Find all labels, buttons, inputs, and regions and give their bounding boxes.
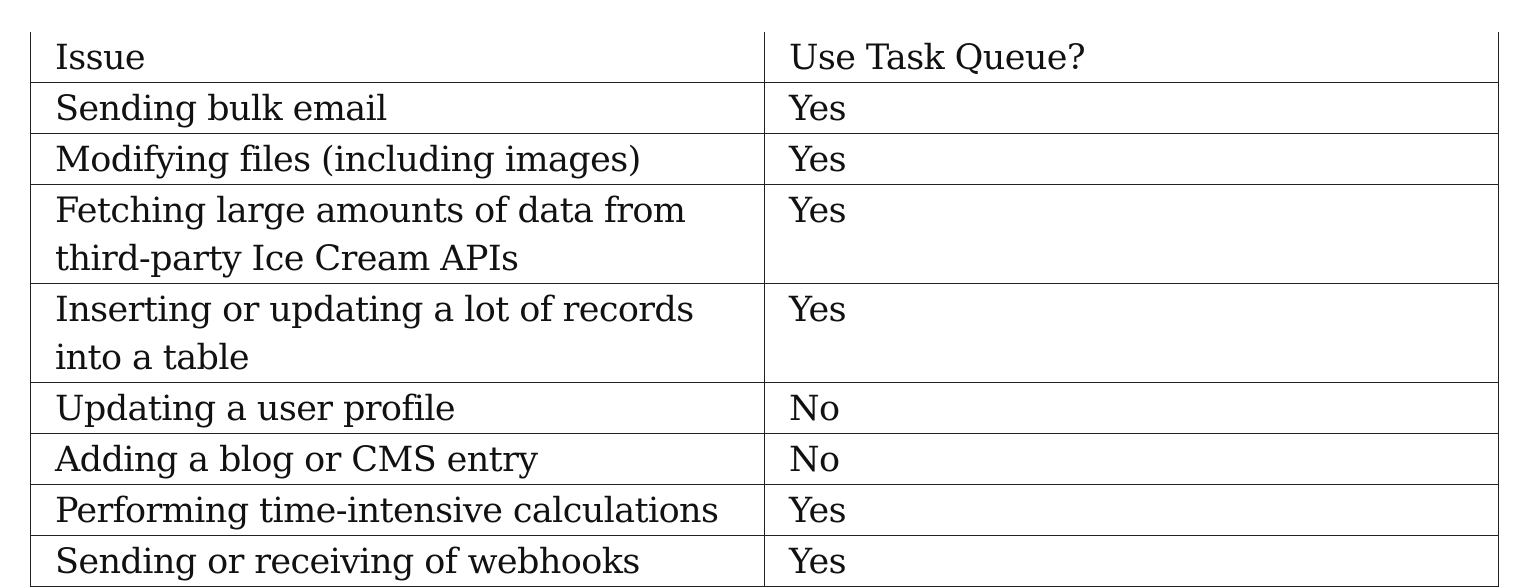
column-header-issue: Issue <box>30 32 765 83</box>
use-task-queue-cell: No <box>764 382 1499 434</box>
table-row: Sending or receiving of webhooks Yes <box>30 535 1499 587</box>
use-task-queue-cell: Yes <box>764 484 1499 536</box>
column-header-use-task-queue: Use Task Queue? <box>764 32 1499 83</box>
use-task-queue-cell: No <box>764 433 1499 485</box>
issue-cell: Inserting or updating a lot of records i… <box>30 283 765 383</box>
issue-cell: Performing time-intensive calculations <box>30 484 765 536</box>
table-row: Inserting or updating a lot of records i… <box>30 283 1499 383</box>
use-task-queue-cell: Yes <box>764 133 1499 185</box>
use-task-queue-cell: Yes <box>764 184 1499 284</box>
header-row: Issue Use Task Queue? <box>30 32 1499 83</box>
use-task-queue-cell: Yes <box>764 283 1499 383</box>
table-row: Adding a blog or CMS entry No <box>30 433 1499 485</box>
table-row: Updating a user profile No <box>30 382 1499 434</box>
issue-cell: Sending bulk email <box>30 82 765 134</box>
table-header: Issue Use Task Queue? <box>30 32 1499 83</box>
issue-cell: Updating a user profile <box>30 382 765 434</box>
issue-cell: Modifying files (including images) <box>30 133 765 185</box>
table-row: Modifying files (including images) Yes <box>30 133 1499 185</box>
task-queue-table: Issue Use Task Queue? Sending bulk email… <box>30 32 1499 587</box>
table-row: Fetching large amounts of data from thir… <box>30 184 1499 284</box>
issue-cell: Fetching large amounts of data from thir… <box>30 184 765 284</box>
issue-cell: Sending or receiving of webhooks <box>30 535 765 587</box>
use-task-queue-cell: Yes <box>764 82 1499 134</box>
table-row: Performing time-intensive calculations Y… <box>30 484 1499 536</box>
use-task-queue-cell: Yes <box>764 535 1499 587</box>
issue-cell: Adding a blog or CMS entry <box>30 433 765 485</box>
table-row: Sending bulk email Yes <box>30 82 1499 134</box>
table-body: Sending bulk email Yes Modifying files (… <box>30 82 1499 587</box>
